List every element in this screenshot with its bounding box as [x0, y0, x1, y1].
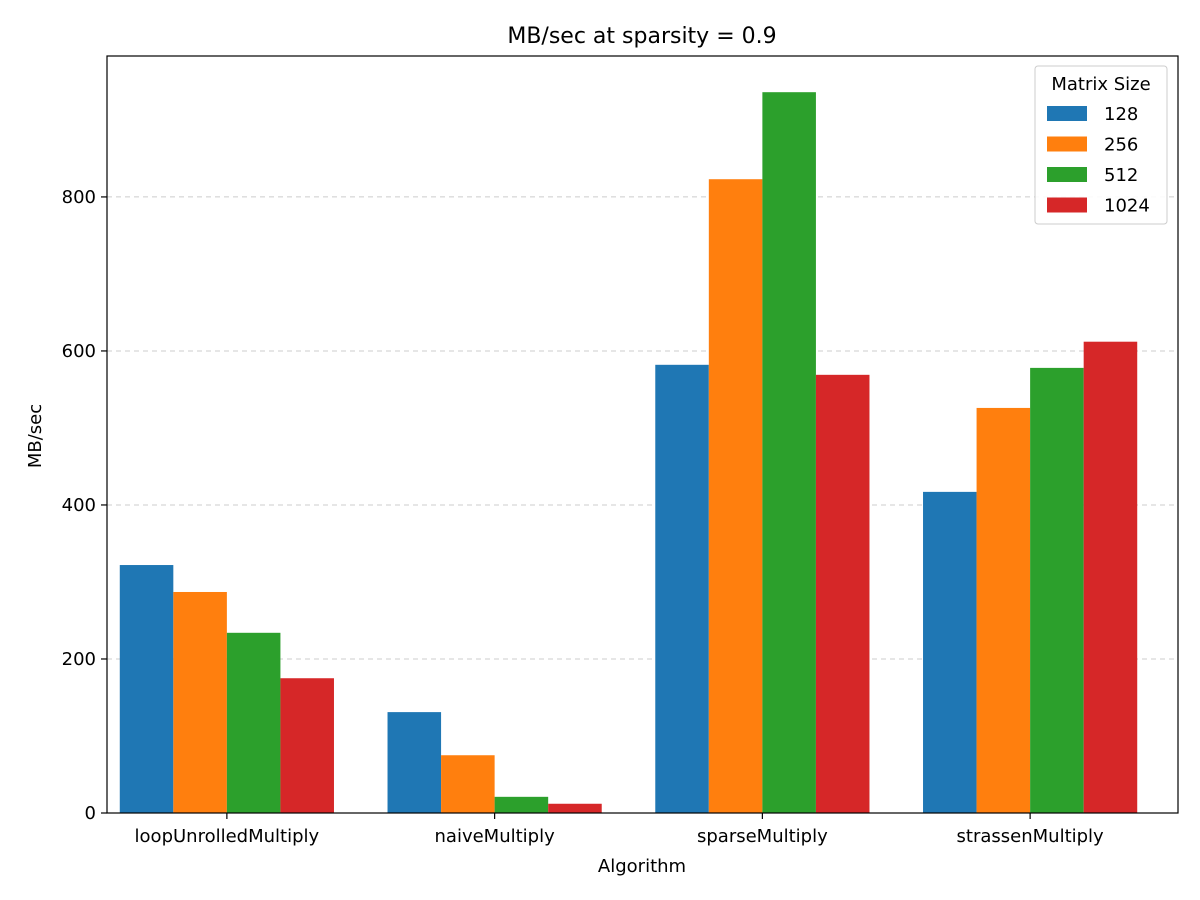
bar-sparseMultiply-128	[655, 364, 709, 813]
x-tick-label: sparseMultiply	[697, 826, 828, 847]
y-tick-label: 800	[62, 187, 96, 208]
bar-naiveMultiply-256	[441, 755, 495, 813]
bar-loopUnrolledMultiply-1024	[280, 678, 334, 813]
legend-swatch-1024	[1047, 197, 1087, 213]
legend-box	[1034, 65, 1168, 225]
y-tick-label: 200	[62, 649, 96, 670]
y-tick-label: 600	[62, 341, 96, 362]
axes: 0 200 400 600 800 loopUnrolledMultiply naiveMu…	[62, 55, 1179, 847]
bar-naiveMultiply-1024	[548, 803, 602, 813]
legend-label-256: 256	[1104, 135, 1138, 156]
bar-strassenMultiply-256	[976, 407, 1031, 813]
bar-sparseMultiply-1024	[815, 374, 870, 813]
legend-label-512: 512	[1104, 165, 1138, 186]
y-tick-label: 400	[62, 495, 96, 516]
bar-loopUnrolledMultiply-128	[119, 565, 174, 813]
legend-label-128: 128	[1104, 104, 1138, 125]
x-tick-label: strassenMultiply	[957, 826, 1105, 847]
bar-loopUnrolledMultiply-256	[173, 591, 227, 813]
legend: Matrix Size 128 256 512 1024	[1034, 65, 1168, 225]
legend-title: Matrix Size	[1051, 74, 1150, 95]
y-tick-label: 0	[85, 803, 96, 824]
bar-loopUnrolledMultiply-512	[226, 632, 281, 813]
legend-label-1024: 1024	[1104, 196, 1150, 217]
legend-swatch-128	[1047, 106, 1087, 121]
bar-sparseMultiply-256	[708, 179, 763, 813]
bar-strassenMultiply-512	[1030, 367, 1084, 813]
bars	[119, 92, 1138, 813]
x-tick-label: loopUnrolledMultiply	[135, 826, 320, 847]
bar-naiveMultiply-128	[387, 712, 442, 813]
bar-sparseMultiply-512	[762, 92, 816, 813]
bar-strassenMultiply-128	[923, 491, 977, 813]
y-axis-label: MB/sec	[25, 404, 46, 468]
chart-title: MB/sec at sparsity = 0.9	[507, 24, 776, 49]
x-tick-label: naiveMultiply	[435, 826, 556, 847]
plot-frame	[106, 55, 1179, 814]
bar-naiveMultiply-512	[494, 796, 549, 813]
legend-swatch-256	[1047, 136, 1087, 152]
x-axis-label: Algorithm	[598, 856, 686, 877]
legend-swatch-512	[1047, 167, 1087, 182]
bar-strassenMultiply-1024	[1083, 341, 1138, 813]
